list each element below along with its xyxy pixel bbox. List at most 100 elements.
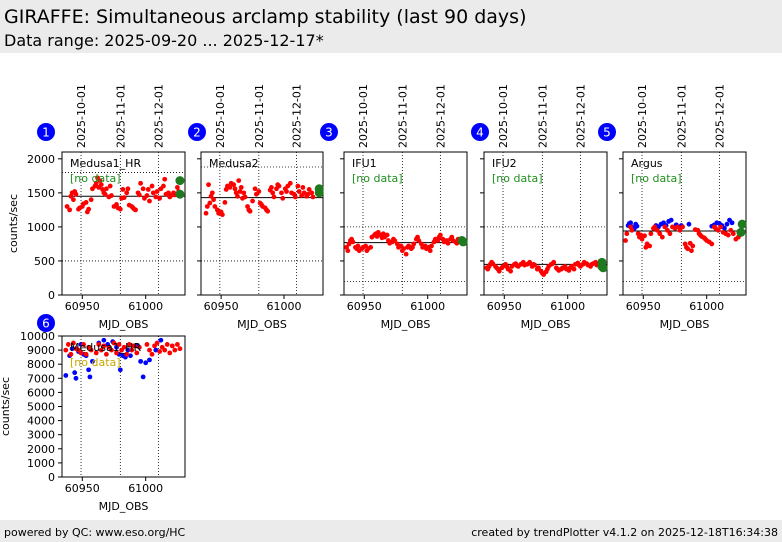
- data-point: [125, 347, 131, 353]
- data-point: [252, 186, 258, 192]
- data-point: [147, 347, 152, 353]
- data-point: [131, 343, 137, 349]
- data-point: [73, 375, 79, 381]
- data-point: [65, 342, 71, 347]
- data-point: [103, 351, 109, 357]
- data-point: [571, 266, 577, 272]
- data-point: [427, 248, 433, 254]
- data-point: [149, 351, 155, 357]
- data-point: [174, 342, 180, 347]
- data-point: [164, 342, 170, 347]
- data-point: [71, 197, 76, 203]
- x-axis-label: MJD_OBS: [381, 318, 431, 331]
- data-point: [136, 344, 142, 350]
- data-point: [67, 207, 73, 213]
- x-axis-label: MJD_OBS: [237, 318, 287, 331]
- plot-frame: [61, 151, 186, 296]
- data-point: [153, 347, 159, 353]
- data-point: [667, 231, 673, 237]
- data-point: [310, 194, 316, 200]
- data-point: [551, 259, 557, 265]
- data-point: [98, 182, 104, 188]
- x-tick-label: 61000: [689, 300, 724, 313]
- data-point: [236, 178, 242, 184]
- panel-4: 60950 61000 2025-10-01 2025-11-01 2025-12-01…: [471, 84, 608, 331]
- latest-point: [314, 184, 324, 194]
- data-point: [212, 204, 218, 209]
- data-point: [659, 234, 665, 240]
- data-point: [345, 248, 351, 254]
- data-point: [157, 349, 163, 354]
- data-point: [116, 342, 122, 347]
- data-point: [96, 342, 102, 347]
- panel-number-badge: [37, 123, 55, 141]
- data-point: [235, 193, 240, 199]
- data-point: [109, 347, 114, 353]
- data-point: [93, 180, 99, 186]
- date-label: 2025-11-01: [253, 84, 266, 148]
- data-point: [90, 358, 95, 364]
- data-point: [126, 342, 132, 347]
- data-point: [158, 337, 164, 343]
- panel-3: 60950 61000 2025-10-01 2025-11-01 2025-12-01…: [320, 84, 468, 331]
- panel-number: 5: [603, 126, 611, 140]
- data-point: [628, 220, 634, 226]
- data-point: [638, 232, 644, 238]
- data-point: [143, 360, 149, 366]
- data-point: [153, 194, 159, 200]
- data-point: [280, 195, 286, 201]
- data-point: [242, 194, 248, 200]
- y-tick-label: 1000: [27, 457, 55, 470]
- y-tick-label: 500: [34, 255, 55, 268]
- y-tick-label: 0: [48, 471, 55, 484]
- data-point: [309, 190, 315, 196]
- date-label: 2025-11-01: [396, 84, 409, 148]
- data-point: [120, 187, 126, 192]
- panel-title: IFU1: [352, 157, 377, 170]
- data-point: [722, 225, 727, 231]
- data-point: [86, 206, 92, 212]
- latest-point: [175, 189, 185, 199]
- data-point: [269, 185, 274, 190]
- data-point: [270, 190, 276, 196]
- data-point: [680, 224, 685, 230]
- no-data-annotation: [no data]: [631, 172, 682, 185]
- data-point: [138, 358, 144, 364]
- data-point: [211, 197, 216, 203]
- data-point: [301, 190, 307, 196]
- panel-2: 60950 61000 2025-10-01 2025-11-01 2025-12-01…: [188, 84, 324, 331]
- data-point: [206, 182, 211, 188]
- data-point: [287, 180, 293, 186]
- data-point: [718, 224, 724, 230]
- data-point: [296, 189, 302, 194]
- data-point: [284, 189, 289, 194]
- x-axis-label: MJD_OBS: [99, 318, 149, 331]
- date-label: 2025-11-01: [114, 84, 127, 148]
- data-point: [227, 185, 233, 190]
- data-point: [147, 198, 152, 204]
- data-point: [634, 223, 640, 229]
- data-point: [147, 357, 152, 363]
- data-point: [292, 194, 298, 200]
- x-tick-label: 61000: [128, 482, 163, 495]
- data-point: [527, 259, 533, 265]
- data-point: [69, 346, 75, 352]
- y-tick-label: 1500: [27, 187, 55, 200]
- data-point: [172, 347, 178, 353]
- data-point: [140, 186, 146, 192]
- data-point: [677, 227, 683, 233]
- data-point: [83, 199, 89, 205]
- data-point: [709, 241, 715, 247]
- y-tick-label: 4000: [27, 415, 55, 428]
- data-point: [78, 350, 84, 356]
- data-point: [392, 238, 398, 243]
- x-tick-label: 61000: [550, 300, 585, 313]
- x-tick-label: 60950: [65, 300, 100, 313]
- data-point: [689, 248, 694, 254]
- data-point: [207, 200, 213, 206]
- data-point: [648, 231, 654, 237]
- data-point: [532, 262, 538, 268]
- data-point: [416, 238, 422, 243]
- data-point: [654, 227, 660, 233]
